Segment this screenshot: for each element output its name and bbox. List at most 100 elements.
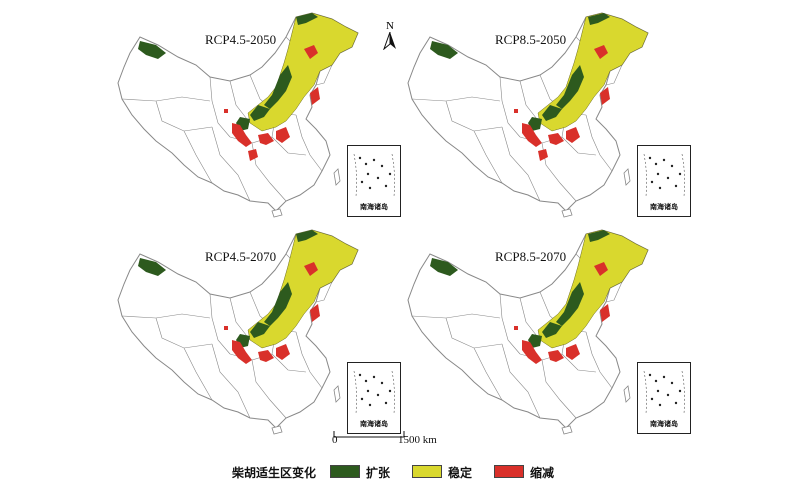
province-boundary — [445, 317, 503, 349]
panel-title: RCP4.5-2050 — [205, 32, 277, 47]
map-panel-rcp85-2050: RCP8.5-2050 南海诸岛 — [390, 5, 691, 218]
contraction-region — [514, 109, 518, 113]
island-dot — [678, 389, 682, 393]
contraction-region — [224, 326, 228, 330]
islands-inset-map — [643, 370, 685, 414]
island-dot — [366, 389, 370, 393]
islands-group — [353, 370, 395, 414]
province-boundary — [605, 281, 623, 303]
province-boundary — [473, 347, 503, 401]
expansion-region — [542, 105, 562, 121]
contraction-region — [276, 344, 290, 360]
province-boundary — [519, 297, 541, 341]
island-dot — [658, 403, 662, 407]
china-map — [117, 12, 359, 218]
inset-label: 南海诸岛 — [650, 420, 678, 428]
island-dot — [670, 164, 674, 168]
expansion-region — [264, 282, 292, 326]
hainan-island — [271, 208, 283, 218]
contraction-region — [538, 149, 548, 161]
province-boundary — [541, 359, 577, 419]
panel-title: RCP8.5-2070 — [495, 249, 567, 264]
maritime-boundary — [391, 370, 395, 414]
panel-title: RCP4.5-2070 — [205, 249, 277, 264]
province-boundary — [295, 331, 323, 389]
islands-inset-map — [353, 153, 395, 197]
province-boundary — [155, 100, 213, 132]
island-dot — [654, 162, 658, 166]
expansion-region — [556, 282, 584, 326]
contraction-region — [548, 350, 564, 362]
island-dot — [650, 180, 654, 184]
contraction-region — [248, 149, 258, 161]
province-boundary — [183, 347, 213, 401]
china-map — [407, 12, 649, 218]
island-dot — [366, 172, 370, 176]
contraction-region — [304, 262, 318, 276]
maritime-boundary — [353, 153, 357, 197]
province-boundary — [155, 317, 213, 349]
island-dot — [358, 373, 362, 377]
province-boundary — [211, 343, 251, 419]
contraction-region — [522, 123, 542, 147]
maritime-boundary — [643, 153, 647, 197]
contraction-region — [276, 127, 290, 143]
contraction-region — [304, 45, 318, 59]
island-dot — [678, 172, 682, 176]
island-dot — [372, 158, 376, 162]
island-dot — [380, 381, 384, 385]
contraction-region — [514, 326, 518, 330]
island-dot — [376, 176, 380, 180]
south-china-sea-inset: 南海诸岛 — [637, 362, 691, 434]
island-dot — [388, 389, 392, 393]
province-boundary — [121, 96, 211, 102]
map-panel-rcp45-2050: RCP4.5-2050 南海诸岛 — [100, 5, 401, 218]
map-group — [117, 12, 359, 218]
legend-label-contraction: 缩减 — [530, 466, 555, 480]
hainan-island — [561, 425, 573, 435]
province-boundary — [209, 293, 231, 355]
contraction-region — [232, 123, 252, 147]
china-map — [407, 229, 649, 435]
map-group — [117, 229, 359, 435]
island-dot — [674, 184, 678, 188]
island-dot — [666, 176, 670, 180]
north-arrow: N — [382, 20, 398, 50]
north-arrow-icon — [383, 32, 396, 50]
expansion-region — [430, 41, 458, 59]
legend-swatch-expansion — [330, 465, 360, 478]
contraction-region — [310, 87, 320, 105]
island-dot — [364, 162, 368, 166]
province-boundary — [315, 64, 333, 86]
legend-label-stable: 稳定 — [448, 466, 473, 480]
hainan-island — [561, 208, 573, 218]
maritime-boundary — [353, 370, 357, 414]
islands-inset-map — [353, 370, 395, 414]
expansion-region — [430, 258, 458, 276]
province-boundary — [585, 114, 613, 172]
maritime-boundary — [681, 370, 685, 414]
scale-start-label: 0 — [332, 434, 338, 446]
province-boundary — [473, 130, 503, 184]
islands-group — [643, 370, 685, 414]
province-boundary — [411, 96, 501, 102]
province-boundary — [315, 281, 333, 303]
taiwan-island — [333, 385, 341, 403]
contraction-region — [600, 304, 610, 322]
province-boundary — [605, 64, 623, 86]
contraction-region — [232, 340, 252, 364]
maritime-boundary — [643, 370, 647, 414]
island-dot — [372, 375, 376, 379]
taiwan-island — [623, 385, 631, 403]
island-dot — [380, 164, 384, 168]
legend-title: 柴胡适生区变化 — [232, 466, 317, 480]
inset-label: 南海诸岛 — [360, 420, 388, 428]
island-dot — [670, 381, 674, 385]
contraction-region — [522, 340, 542, 364]
expansion-region — [250, 322, 270, 338]
contraction-region — [258, 133, 274, 145]
province-boundary — [295, 114, 323, 172]
inset-label: 南海诸岛 — [650, 203, 678, 211]
island-dot — [654, 379, 658, 383]
maritime-boundary — [391, 153, 395, 197]
